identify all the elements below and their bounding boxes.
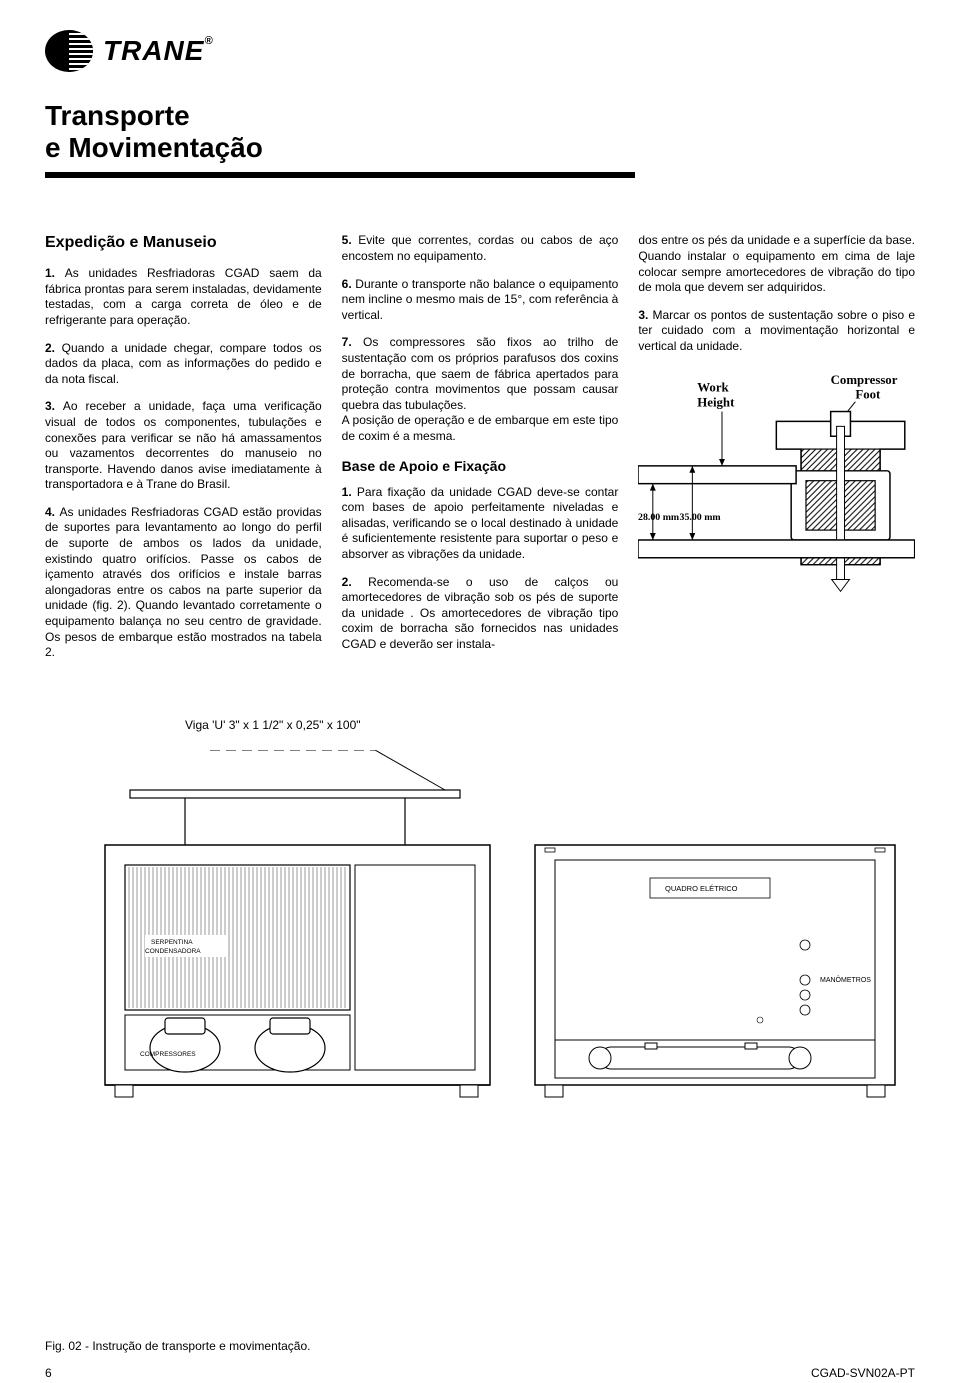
para-4-text: As unidades Resfriadoras CGAD estão prov… xyxy=(45,505,322,659)
para-4: 4. As unidades Resfriadoras CGAD estão p… xyxy=(45,505,322,661)
para-5-text: Evite que correntes, cordas ou cabos de … xyxy=(342,233,619,263)
label-foot: Foot xyxy=(856,387,882,401)
para-2: 2. Quando a unidade chegar, compare todo… xyxy=(45,341,322,388)
title-rule xyxy=(45,172,635,178)
unit-front-view: QUADRO ELÉTRICO MANÔMETROS xyxy=(535,845,895,1097)
viga-caption-text: Viga 'U' 3" x 1 1/2" x 0,25" x 100" xyxy=(185,718,361,732)
para-6: 6. Durante o transporte não balance o eq… xyxy=(342,277,619,324)
label-compressor: Compressor xyxy=(831,372,898,386)
viga-caption: Viga 'U' 3" x 1 1/2" x 0,25" x 100" xyxy=(185,718,915,732)
label-work: Work xyxy=(698,380,730,394)
para-3-text: Ao receber a unidade, faça uma verificaç… xyxy=(45,399,322,491)
dim-28mm: 28.00 mm xyxy=(638,512,680,523)
title-line-2: e Movimentação xyxy=(45,132,263,163)
column-1: Expedição e Manuseio 1. As unidades Resf… xyxy=(45,233,322,672)
compressor-foot-diagram: Work Height Compressor Foot xyxy=(638,372,915,599)
para-6-text: Durante o transporte não balance o equip… xyxy=(342,277,619,322)
doc-id: CGAD-SVN02A-PT xyxy=(811,1366,915,1380)
label-height: Height xyxy=(698,395,736,409)
para-5: 5. Evite que correntes, cordas ou cabos … xyxy=(342,233,619,264)
label-serpentina-2: CONDENSADORA xyxy=(145,948,201,955)
figure-caption: Fig. 02 - Instrução de transporte e movi… xyxy=(45,1339,310,1353)
column-2: 5. Evite que correntes, cordas ou cabos … xyxy=(342,233,619,672)
brand-name: TRANE® xyxy=(103,35,214,67)
unit-side-view: SERPENTINA CONDENSADORA COMPRESSORES xyxy=(105,845,490,1097)
para-b2-cont: dos entre os pés da unidade e a superfíc… xyxy=(638,233,915,295)
para-b1-text: Para fixação da unidade CGAD deve-se con… xyxy=(342,485,619,561)
label-serpentina-1: SERPENTINA xyxy=(151,939,193,946)
section-heading-expedicao: Expedição e Manuseio xyxy=(45,233,322,254)
para-b2: 2. Recomenda-se o uso de calços ou amort… xyxy=(342,575,619,653)
page-footer: 6 CGAD-SVN02A-PT xyxy=(45,1366,915,1380)
para-7b-text: A posição de operação e de embarque em e… xyxy=(342,413,619,443)
para-7a-text: Os compressores são fixos ao trilho de s… xyxy=(342,335,619,411)
para-7: 7. Os compressores são fixos ao trilho d… xyxy=(342,335,619,444)
label-compressores: COMPRESSORES xyxy=(140,1051,196,1058)
para-1: 1. As unidades Resfriadoras CGAD saem da… xyxy=(45,266,322,328)
registered-mark: ® xyxy=(204,35,213,47)
para-b3: 3. Marcar os pontos de sustentação sobre… xyxy=(638,308,915,355)
brand-logo xyxy=(45,30,93,72)
page-number: 6 xyxy=(45,1366,52,1380)
title-line-1: Transporte xyxy=(45,100,190,131)
para-b2-text: Recomenda-se o uso de calços ou amortece… xyxy=(342,575,619,651)
para-3: 3. Ao receber a unidade, faça uma verifi… xyxy=(45,399,322,493)
column-3: dos entre os pés da unidade e a superfíc… xyxy=(638,233,915,672)
label-manometros: MANÔMETROS xyxy=(820,975,871,984)
transport-figure: SERPENTINA CONDENSADORA COMPRESSORES xyxy=(45,750,915,1130)
page-header: TRANE® xyxy=(45,30,915,72)
dim-35mm: 35.00 mm xyxy=(680,512,722,523)
para-1-text: As unidades Resfriadoras CGAD saem da fá… xyxy=(45,266,322,327)
label-quadro: QUADRO ELÉTRICO xyxy=(665,884,738,893)
para-2-text: Quando a unidade chegar, compare todos o… xyxy=(45,341,322,386)
page-title: Transporte e Movimentação xyxy=(45,100,915,164)
brand-text: TRANE xyxy=(103,35,204,66)
content-columns: Expedição e Manuseio 1. As unidades Resf… xyxy=(45,233,915,672)
section-heading-base: Base de Apoio e Fixação xyxy=(342,457,619,475)
para-b1: 1. Para fixação da unidade CGAD deve-se … xyxy=(342,485,619,563)
para-b3-text: Marcar os pontos de sustentação sobre o … xyxy=(638,308,915,353)
